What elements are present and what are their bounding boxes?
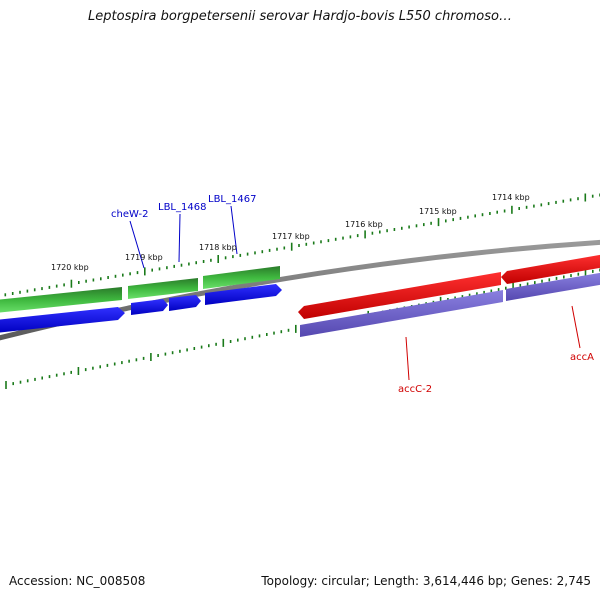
- map-title: Leptospira borgpetersenii serovar Hardjo…: [88, 9, 512, 24]
- blue-feature-LBL-1467[interactable]: [205, 284, 282, 305]
- scale-label-1720: 1720 kbp: [51, 263, 89, 272]
- red-feature-track: [298, 254, 600, 319]
- blue-feature-LBL-1468b[interactable]: [169, 295, 201, 311]
- gene-label-accC-2[interactable]: accC-2: [398, 384, 432, 395]
- blue-feature-LBL-1468a[interactable]: [131, 299, 168, 315]
- green-feature-track: [0, 266, 280, 313]
- summary-text: Topology: circular; Length: 3,614,446 bp…: [261, 574, 591, 588]
- scale-label-1719: 1719 kbp: [125, 253, 163, 262]
- scale-label-1715: 1715 kbp: [419, 207, 457, 216]
- scale-label-1714: 1714 kbp: [492, 193, 530, 202]
- scale-label-1716: 1716 kbp: [345, 220, 383, 229]
- scale-labels: 1720 kbp 1719 kbp 1718 kbp 1717 kbp 1716…: [51, 193, 530, 272]
- red-feature-accA[interactable]: [501, 254, 600, 284]
- purple-feature-accA[interactable]: [506, 272, 600, 301]
- green-feature-2[interactable]: [128, 278, 198, 299]
- green-feature-1[interactable]: [0, 287, 122, 313]
- gene-label-LBL-1468[interactable]: LBL_1468: [158, 202, 206, 213]
- scale-ticks-upper: [4, 193, 600, 297]
- green-feature-3[interactable]: [203, 266, 280, 289]
- blue-feature-cheW-2[interactable]: [0, 307, 125, 333]
- accession-text: Accession: NC_008508: [9, 574, 146, 588]
- gene-label-LBL-1467[interactable]: LBL_1467: [208, 194, 256, 205]
- scale-label-1717: 1717 kbp: [272, 232, 310, 241]
- purple-feature-track: [300, 272, 600, 337]
- red-feature-accC-2[interactable]: [298, 272, 501, 319]
- gene-label-cheW-2[interactable]: cheW-2: [111, 209, 148, 220]
- gene-labels: cheW-2 LBL_1468 LBL_1467 accC-2 accA: [111, 194, 594, 395]
- gene-label-accA[interactable]: accA: [570, 352, 594, 363]
- label-leaders: [129, 205, 581, 381]
- blue-feature-track: [0, 284, 282, 333]
- scale-label-1718: 1718 kbp: [199, 243, 237, 252]
- purple-feature-accC-2[interactable]: [300, 290, 503, 337]
